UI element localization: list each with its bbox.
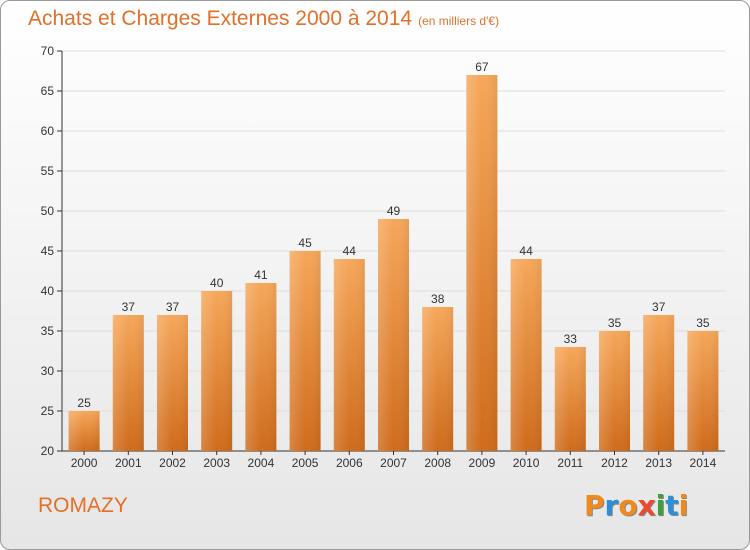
x-tick-label: 2011 [557, 456, 583, 470]
bar-shine [289, 251, 321, 451]
y-tick-label: 50 [41, 204, 55, 218]
bar-value-label: 67 [475, 60, 489, 74]
bar-value-label: 44 [343, 244, 357, 258]
x-tick-label: 2001 [115, 456, 142, 470]
y-tick-label: 40 [41, 284, 55, 298]
y-tick-label: 55 [41, 164, 55, 178]
bar-value-label: 44 [519, 244, 533, 258]
x-tick-label: 2008 [424, 456, 451, 470]
x-tick-label: 2005 [292, 456, 319, 470]
bar-shine [466, 75, 498, 451]
bar-value-label: 37 [652, 300, 666, 314]
y-tick-label: 45 [41, 244, 55, 258]
y-tick-label: 25 [41, 404, 55, 418]
bar-value-label: 25 [77, 396, 91, 410]
y-tick-label: 35 [41, 324, 55, 338]
x-tick-label: 2004 [248, 456, 275, 470]
logo-letter: t [665, 489, 679, 522]
x-tick-label: 2010 [513, 456, 540, 470]
x-tick-label: 2006 [336, 456, 363, 470]
bar-value-label: 49 [387, 204, 401, 218]
bar-value-label: 33 [564, 332, 578, 346]
x-tick-label: 2007 [380, 456, 407, 470]
bar-shine [157, 315, 188, 451]
y-tick-label: 70 [41, 44, 55, 58]
x-tick-label: 2002 [159, 456, 186, 470]
y-tick-label: 30 [41, 364, 55, 378]
y-tick-label: 20 [41, 444, 55, 458]
x-tick-label: 2013 [645, 456, 672, 470]
y-tick-label: 65 [41, 84, 55, 98]
bar-value-label: 35 [696, 316, 710, 330]
chart-unit: (en milliers d'€) [418, 14, 500, 28]
bar-shine [333, 259, 365, 451]
bar-shine [68, 411, 100, 451]
x-tick-label: 2014 [690, 456, 717, 470]
y-tick-label: 60 [41, 124, 55, 138]
logo-letter: i [678, 489, 689, 522]
bar-shine [378, 219, 409, 451]
bar-value-label: 41 [254, 268, 268, 282]
bars [68, 75, 719, 451]
bar-shine [422, 307, 454, 451]
data-labels: 25 37 37 40 41 45 44 49 38 67 44 33 35 37 35 [77, 60, 709, 410]
bar-shine [599, 331, 630, 451]
logo-letter: o [618, 489, 638, 522]
bar-shine [245, 283, 277, 451]
logo-letter: x [637, 489, 656, 522]
bar-shine [554, 347, 586, 451]
bar-shine [687, 331, 719, 451]
logo-letter: P [584, 489, 605, 522]
proxiti-logo[interactable]: Proxiti [584, 489, 688, 522]
commune-name: ROMAZY [38, 494, 128, 517]
bar-shine [643, 315, 675, 451]
x-tick-label: 2009 [469, 456, 496, 470]
bar-shine [510, 259, 542, 451]
bar-shine [112, 315, 144, 451]
bar-value-label: 38 [431, 292, 445, 306]
logo-letter: r [604, 489, 619, 522]
bar-shine [201, 291, 233, 451]
x-tick-label: 2000 [71, 456, 98, 470]
chart-title-text: Achats et Charges Externes 2000 à 2014 [28, 7, 413, 30]
bar-value-label: 37 [166, 300, 180, 314]
bar-value-label: 45 [298, 236, 312, 250]
x-tick-label: 2003 [203, 456, 230, 470]
chart-title: Achats et Charges Externes 2000 à 2014 (e… [28, 7, 499, 31]
x-tick-label: 2012 [601, 456, 628, 470]
logo-letter: i [655, 489, 666, 522]
bar-value-label: 40 [210, 276, 224, 290]
bar-value-label: 35 [608, 316, 622, 330]
bar-value-label: 37 [122, 300, 136, 314]
